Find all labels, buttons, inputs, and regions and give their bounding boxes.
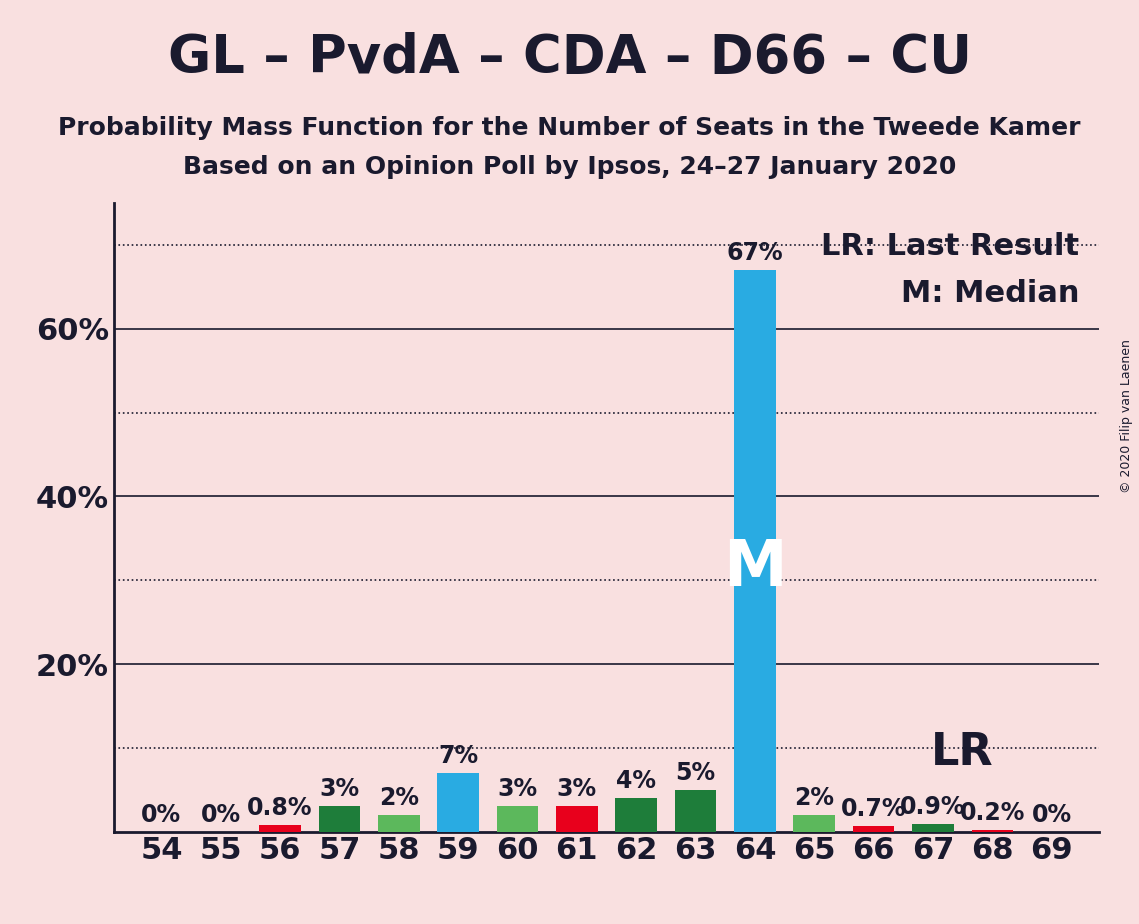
Bar xyxy=(437,773,478,832)
Bar xyxy=(378,815,419,832)
Text: 5%: 5% xyxy=(675,760,715,784)
Text: LR: LR xyxy=(932,731,994,773)
Text: 0.9%: 0.9% xyxy=(900,795,966,819)
Text: 3%: 3% xyxy=(319,777,360,801)
Text: 3%: 3% xyxy=(557,777,597,801)
Bar xyxy=(497,807,539,832)
Text: 3%: 3% xyxy=(498,777,538,801)
Text: GL – PvdA – CDA – D66 – CU: GL – PvdA – CDA – D66 – CU xyxy=(167,32,972,84)
Text: 0%: 0% xyxy=(141,803,181,827)
Text: Probability Mass Function for the Number of Seats in the Tweede Kamer: Probability Mass Function for the Number… xyxy=(58,116,1081,140)
Text: LR: Last Result: LR: Last Result xyxy=(821,232,1080,261)
Text: 4%: 4% xyxy=(616,769,656,793)
Text: M: Median: M: Median xyxy=(901,279,1080,308)
Text: 7%: 7% xyxy=(439,744,478,768)
Text: M: M xyxy=(723,537,787,599)
Bar xyxy=(853,826,894,832)
Text: 0.2%: 0.2% xyxy=(960,801,1025,825)
Bar xyxy=(972,830,1013,832)
Text: 0.8%: 0.8% xyxy=(247,796,313,820)
Bar xyxy=(794,815,835,832)
Bar xyxy=(674,790,716,832)
Text: 0%: 0% xyxy=(200,803,240,827)
Text: 0%: 0% xyxy=(1032,803,1072,827)
Bar xyxy=(912,824,953,832)
Bar xyxy=(735,271,776,832)
Bar xyxy=(556,807,598,832)
Text: 67%: 67% xyxy=(727,241,784,265)
Bar xyxy=(615,798,657,832)
Text: 2%: 2% xyxy=(794,785,834,809)
Text: 2%: 2% xyxy=(379,785,419,809)
Text: © 2020 Filip van Laenen: © 2020 Filip van Laenen xyxy=(1121,339,1133,492)
Bar xyxy=(260,825,301,832)
Text: Based on an Opinion Poll by Ipsos, 24–27 January 2020: Based on an Opinion Poll by Ipsos, 24–27… xyxy=(183,155,956,179)
Text: 0.7%: 0.7% xyxy=(841,796,907,821)
Bar xyxy=(319,807,360,832)
